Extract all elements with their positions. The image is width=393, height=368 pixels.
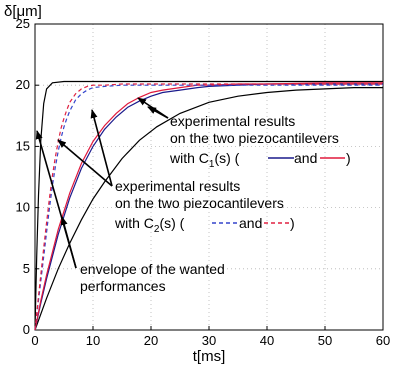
annotation-c2-sub: 2 — [154, 224, 160, 235]
annotation-c1-line1: experimental results — [170, 113, 295, 129]
series-line-6 — [34, 83, 383, 331]
annotation-envelope-line1: envelope of the wanted — [80, 261, 225, 277]
annotation-c1-close: ) — [346, 150, 351, 166]
annotation-c1-sub: 1 — [209, 159, 215, 170]
annotation-arrow — [57, 139, 113, 187]
y-tick-label: 25 — [16, 16, 30, 31]
y-tick-label: 5 — [23, 261, 30, 276]
y-tick-label: 0 — [23, 322, 30, 337]
annotation-arrow — [90, 109, 113, 187]
annotation-c2-and: and — [239, 215, 262, 231]
x-tick-label: 10 — [86, 333, 100, 348]
annotation-c2-rest: (s) ( — [159, 215, 184, 231]
annotation-arrow — [147, 106, 169, 119]
series-line-5 — [34, 84, 383, 331]
annotation-c1-prefix: with C — [169, 150, 209, 166]
annotation-arrows — [35, 97, 169, 269]
axis-ticks: 0 10 20 30 40 50 60 0 5 10 15 20 25 — [16, 16, 391, 348]
annotation-c2-line2: on the two piezocantilevers — [115, 195, 284, 211]
series-line-1 — [34, 80, 383, 331]
series-line-3 — [34, 83, 383, 331]
y-tick-label: 20 — [16, 77, 30, 92]
annotation-arrow — [60, 216, 77, 269]
annotation-c2-line3: with C2(s) ( — [114, 215, 185, 235]
x-tick-label: 40 — [260, 333, 274, 348]
annotation-c1-and: and — [294, 150, 317, 166]
y-tick-label: 15 — [16, 138, 30, 153]
series-lines — [34, 80, 383, 331]
y-tick-label: 10 — [16, 200, 30, 215]
annotation-c1-rest: (s) ( — [214, 150, 239, 166]
annotation-c2-line1: experimental results — [115, 178, 240, 194]
y-axis-label: δ[μm] — [4, 3, 42, 20]
series-line-2 — [34, 87, 383, 331]
x-tick-label: 0 — [31, 333, 38, 348]
x-tick-label: 20 — [144, 333, 158, 348]
x-tick-label: 50 — [318, 333, 332, 348]
grid — [35, 24, 383, 330]
annotation-c1-line3: with C1(s) ( — [169, 150, 240, 170]
annotation-c2-prefix: with C — [114, 215, 154, 231]
x-tick-label: 60 — [376, 333, 390, 348]
x-axis-label: t[ms] — [193, 348, 226, 365]
annotation-c2-close: ) — [290, 215, 295, 231]
annotation-envelope-line2: performances — [80, 278, 166, 294]
annotation-c1-line2: on the two piezocantilevers — [170, 130, 339, 146]
x-tick-label: 30 — [202, 333, 216, 348]
